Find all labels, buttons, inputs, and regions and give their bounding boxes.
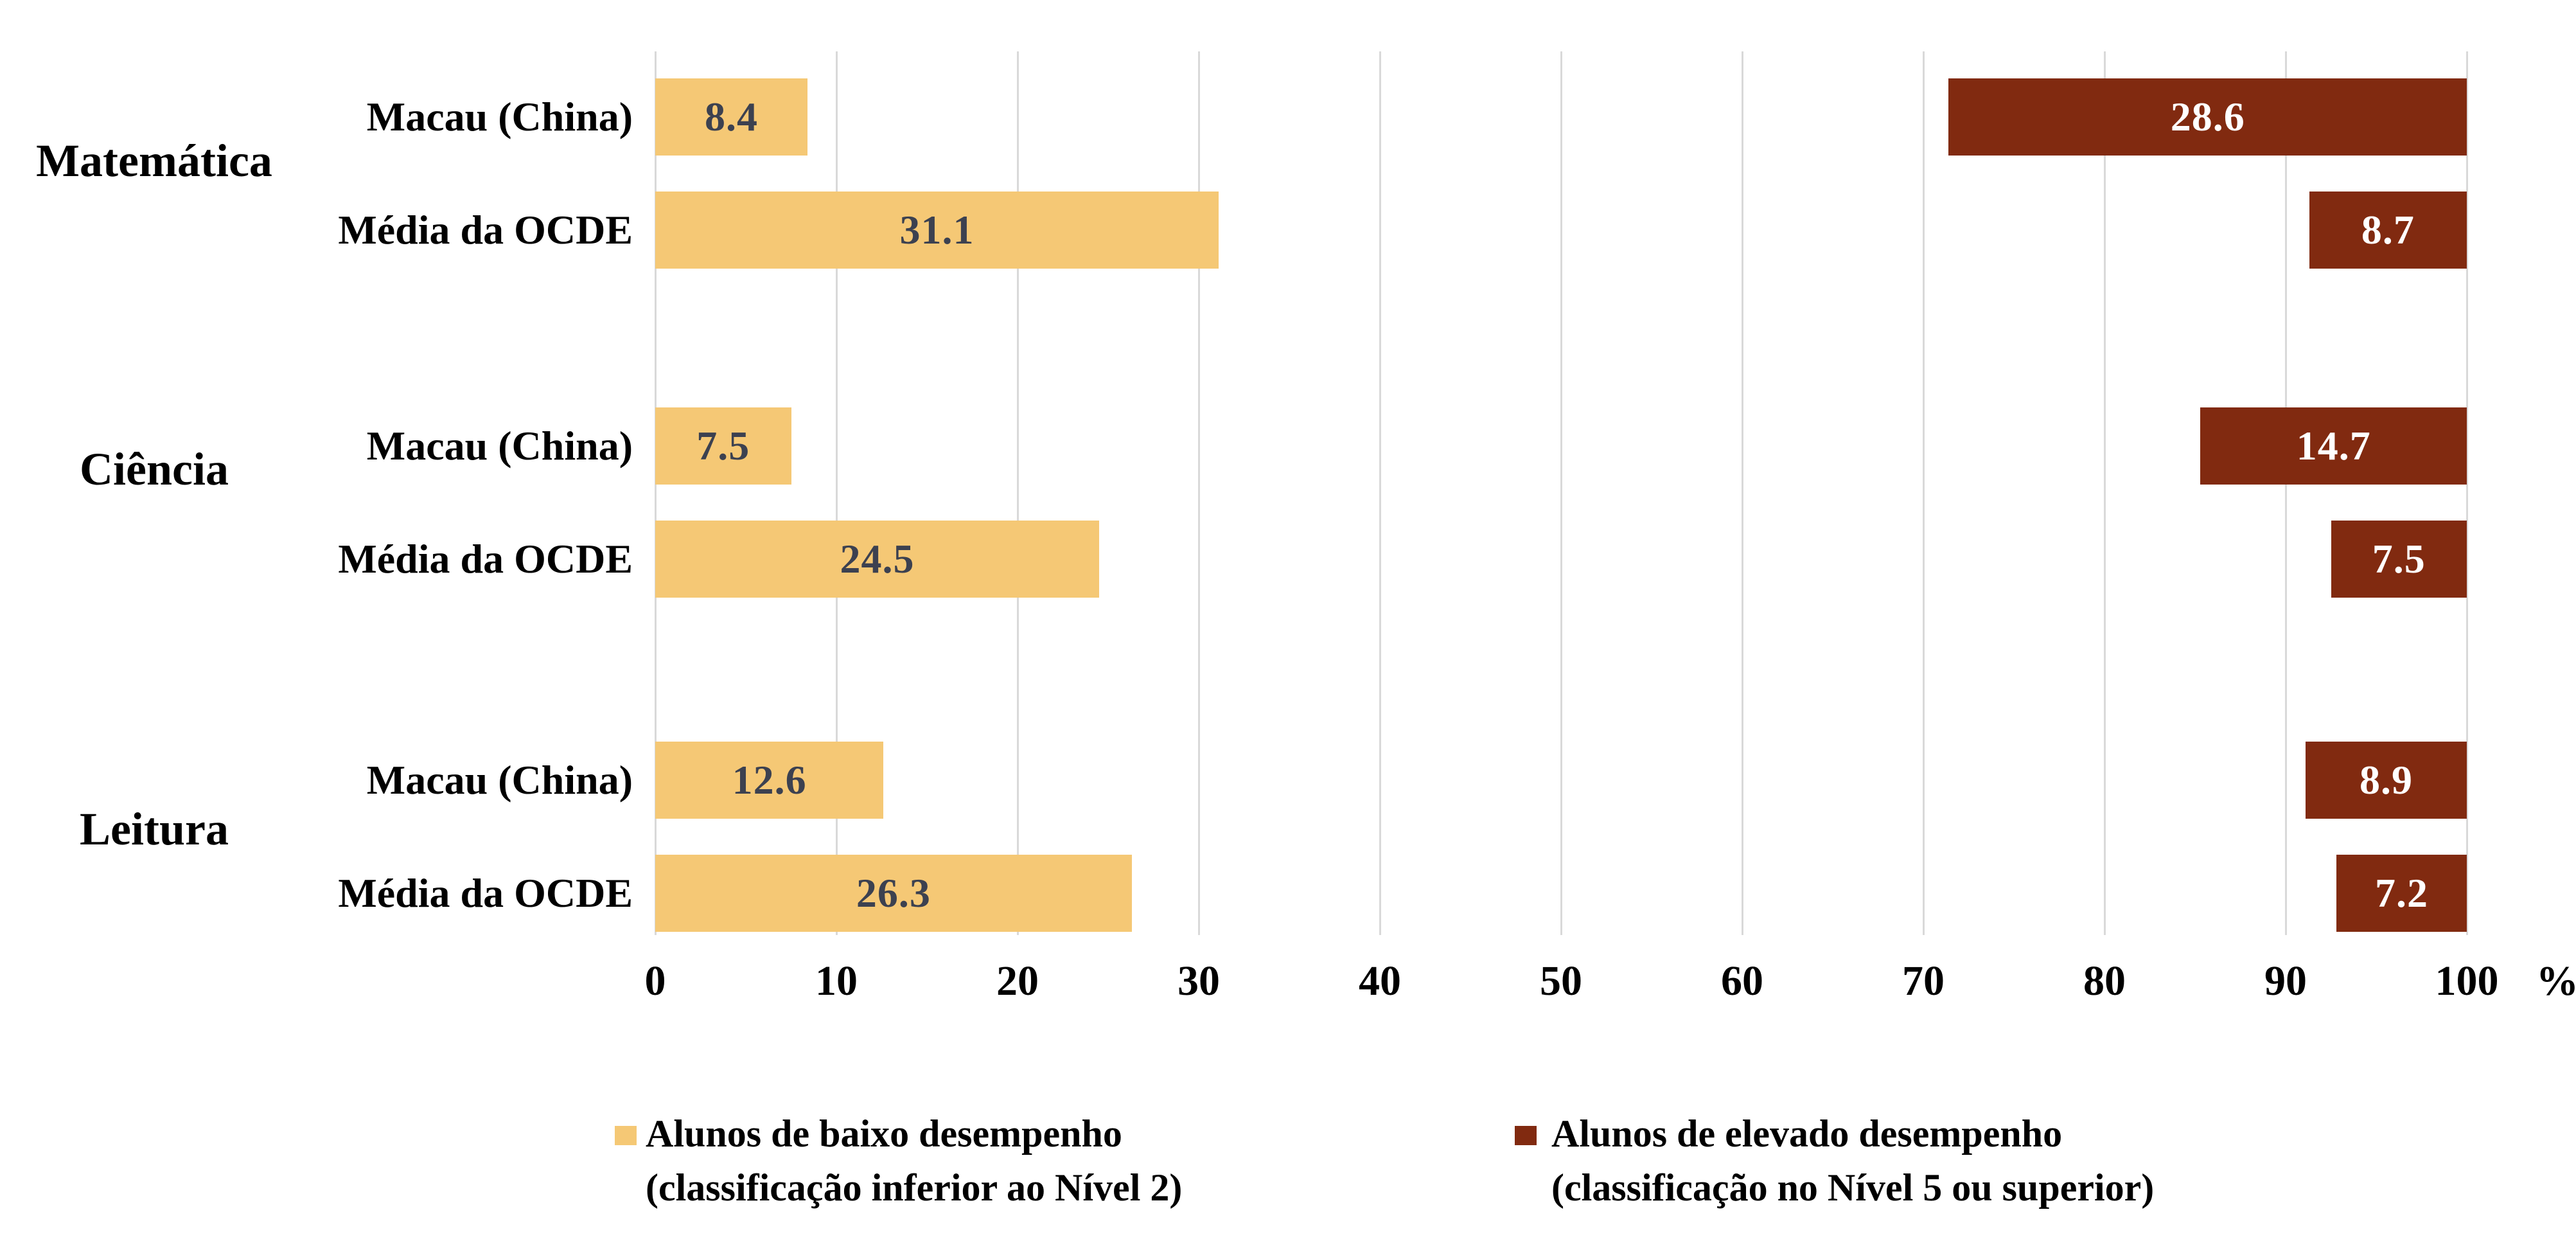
axis-tick-10: 10 bbox=[815, 958, 858, 1004]
bar-high-ciencia-ocde: 7.5 bbox=[2331, 521, 2467, 598]
axis-tick-30: 30 bbox=[1178, 958, 1220, 1004]
legend-label-high: Alunos de elevado desempenho (classifica… bbox=[1551, 1107, 2154, 1215]
axis-tick-20: 20 bbox=[996, 958, 1039, 1004]
gridline-10 bbox=[836, 51, 838, 935]
axis-tick-100: 100 bbox=[2435, 958, 2499, 1004]
group-label-leitura: Leitura bbox=[80, 803, 229, 855]
bar-low-leitura-ocde: 26.3 bbox=[655, 855, 1132, 932]
bar-high-ciencia-macau: 14.7 bbox=[2200, 407, 2467, 485]
row-label-matematica-macau: Macau (China) bbox=[366, 94, 633, 139]
bar-value-label: 12.6 bbox=[732, 757, 807, 803]
axis-tick-90: 90 bbox=[2264, 958, 2307, 1004]
bar-value-label: 7.5 bbox=[696, 423, 750, 468]
gridline-100 bbox=[2466, 51, 2468, 935]
bar-high-leitura-ocde: 7.2 bbox=[2336, 855, 2467, 932]
axis-tick-70: 70 bbox=[1902, 958, 1945, 1004]
bar-value-label: 7.5 bbox=[2372, 536, 2426, 582]
row-label-leitura-macau: Macau (China) bbox=[366, 757, 633, 803]
row-label-leitura-ocde: Média da OCDE bbox=[338, 870, 633, 916]
legend-label-high-line1: Alunos de elevado desempenho bbox=[1551, 1112, 2063, 1155]
bar-value-label: 28.6 bbox=[2170, 94, 2245, 139]
gridline-60 bbox=[1742, 51, 1743, 935]
bar-high-matematica-ocde: 8.7 bbox=[2309, 192, 2467, 269]
group-label-ciencia: Ciência bbox=[80, 443, 229, 495]
gridline-80 bbox=[2104, 51, 2106, 935]
axis-tick-60: 60 bbox=[1721, 958, 1763, 1004]
bar-high-matematica-macau: 28.6 bbox=[1948, 78, 2467, 156]
bar-value-label: 24.5 bbox=[840, 536, 915, 582]
bar-value-label: 8.4 bbox=[704, 94, 758, 139]
bar-low-ciencia-ocde: 24.5 bbox=[655, 521, 1099, 598]
gridline-0 bbox=[655, 51, 657, 935]
bar-high-leitura-macau: 8.9 bbox=[2306, 742, 2467, 819]
gridline-40 bbox=[1379, 51, 1381, 935]
bar-value-label: 8.7 bbox=[2361, 207, 2415, 253]
bar-value-label: 7.2 bbox=[2374, 870, 2428, 916]
row-label-ciencia-macau: Macau (China) bbox=[366, 423, 633, 468]
bar-value-label: 14.7 bbox=[2296, 423, 2371, 468]
legend-marker-high-icon bbox=[1515, 1126, 1537, 1145]
axis-tick-80: 80 bbox=[2083, 958, 2126, 1004]
legend-label-high-line2: (classificação no Nível 5 ou superior) bbox=[1551, 1166, 2155, 1209]
gridline-90 bbox=[2285, 51, 2287, 935]
bar-low-leitura-macau: 12.6 bbox=[655, 742, 884, 819]
bar-value-label: 26.3 bbox=[856, 870, 931, 916]
legend-label-low-line2: (classificação inferior ao Nível 2) bbox=[646, 1166, 1183, 1209]
gridline-50 bbox=[1560, 51, 1562, 935]
gridline-70 bbox=[1923, 51, 1925, 935]
row-label-ciencia-ocde: Média da OCDE bbox=[338, 536, 633, 582]
legend-marker-low-icon bbox=[615, 1126, 637, 1145]
bar-low-matematica-ocde: 31.1 bbox=[655, 192, 1219, 269]
axis-tick-50: 50 bbox=[1540, 958, 1582, 1004]
legend-label-low-line1: Alunos de baixo desempenho bbox=[646, 1112, 1122, 1155]
gridline-20 bbox=[1017, 51, 1019, 935]
bar-low-ciencia-macau: 7.5 bbox=[655, 407, 791, 485]
legend-label-low: Alunos de baixo desempenho (classificaçã… bbox=[646, 1107, 1182, 1215]
axis-tick-0: 0 bbox=[644, 958, 666, 1004]
bar-low-matematica-macau: 8.4 bbox=[655, 78, 807, 156]
axis-unit-label: % bbox=[2536, 958, 2576, 1004]
group-label-matematica: Matemática bbox=[36, 135, 272, 186]
row-label-matematica-ocde: Média da OCDE bbox=[338, 207, 633, 253]
axis-tick-40: 40 bbox=[1359, 958, 1401, 1004]
bar-value-label: 31.1 bbox=[899, 207, 975, 253]
gridline-30 bbox=[1198, 51, 1200, 935]
bar-value-label: 8.9 bbox=[2360, 757, 2413, 803]
